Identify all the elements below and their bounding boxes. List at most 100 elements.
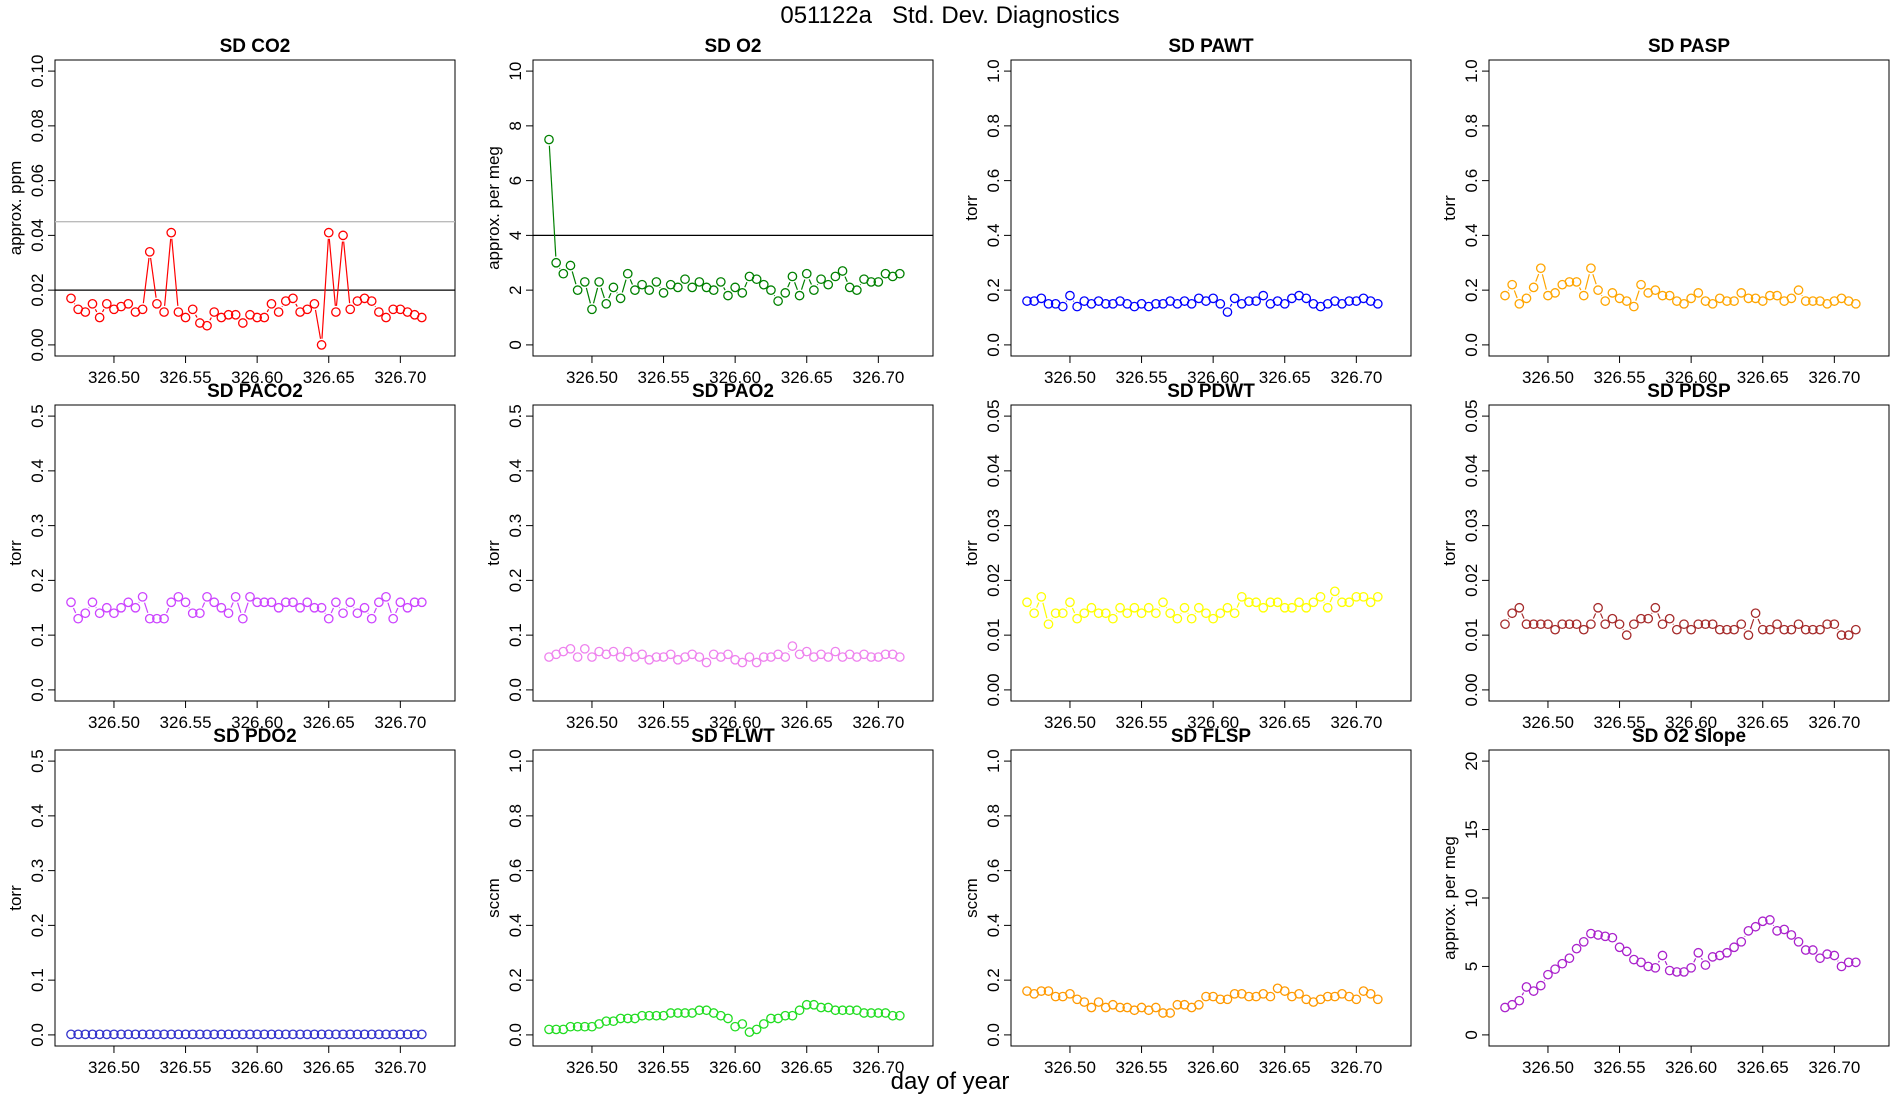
data-point xyxy=(1158,1008,1168,1018)
x-tick-label: 326.60 xyxy=(709,368,761,387)
data-point xyxy=(1122,608,1133,619)
data-point xyxy=(209,1029,220,1040)
plot-frame xyxy=(1010,59,1412,357)
data-point xyxy=(1564,953,1575,964)
data-point xyxy=(345,597,356,608)
data-point xyxy=(1722,624,1732,635)
data-point xyxy=(766,285,776,295)
data-point xyxy=(1301,602,1312,613)
series-segment xyxy=(387,602,392,614)
x-tick-label: 326.70 xyxy=(1808,713,1860,732)
data-point xyxy=(1808,296,1818,306)
y-tick-label: 0.01 xyxy=(1462,619,1481,652)
data-point xyxy=(1829,619,1840,630)
y-tick-label: 0 xyxy=(1462,1030,1481,1039)
data-point xyxy=(859,1008,869,1018)
data-point xyxy=(280,597,291,608)
data-point xyxy=(137,591,148,602)
y-tick-label: 5 xyxy=(1462,962,1481,971)
data-point xyxy=(1679,298,1689,309)
data-point xyxy=(1686,962,1696,973)
y-tick-label: 0.8 xyxy=(984,114,1003,138)
data-point xyxy=(216,602,227,613)
data-point xyxy=(1507,999,1518,1010)
x-tick-label: 326.60 xyxy=(231,1058,283,1077)
data-point xyxy=(1215,298,1226,309)
y-tick-label: 0.0 xyxy=(984,1023,1003,1047)
data-point xyxy=(288,293,298,304)
data-point xyxy=(637,1010,647,1021)
data-point xyxy=(587,652,597,662)
x-tick-label: 326.60 xyxy=(1187,1058,1239,1077)
data-point xyxy=(673,282,683,293)
x-tick-label: 326.70 xyxy=(1808,368,1860,387)
data-point xyxy=(1279,602,1290,613)
data-point xyxy=(1743,926,1754,936)
data-point xyxy=(144,246,155,257)
data-point xyxy=(1750,608,1761,619)
x-tick-label: 326.50 xyxy=(1044,368,1096,387)
data-point xyxy=(1258,290,1269,301)
x-tick-label: 326.55 xyxy=(1116,368,1168,387)
x-tick-label: 326.50 xyxy=(1044,1058,1096,1077)
data-point xyxy=(237,1029,248,1040)
y-tick-label: 2 xyxy=(506,285,525,294)
data-point xyxy=(1344,296,1355,306)
data-point xyxy=(1507,608,1518,619)
data-point xyxy=(1729,624,1739,635)
data-point xyxy=(173,1029,184,1040)
series-segment xyxy=(94,309,98,313)
data-point xyxy=(1086,602,1097,613)
series-segment xyxy=(343,241,351,304)
data-point xyxy=(166,227,177,238)
data-point xyxy=(1143,602,1154,613)
data-point xyxy=(87,298,98,309)
data-point xyxy=(323,613,334,624)
data-point xyxy=(1808,624,1818,635)
data-point xyxy=(622,646,633,657)
data-point xyxy=(773,296,783,306)
series-segment xyxy=(266,309,270,313)
series-segment xyxy=(244,602,249,614)
data-point xyxy=(1507,279,1518,290)
y-tick-label: 1.0 xyxy=(984,749,1003,773)
data-point xyxy=(1629,619,1639,630)
data-point xyxy=(701,657,712,668)
data-point xyxy=(1079,997,1090,1007)
x-tick-label: 326.55 xyxy=(160,713,212,732)
data-point xyxy=(1700,960,1711,970)
y-tick-label: 0.6 xyxy=(1462,169,1481,193)
data-point xyxy=(309,1029,320,1040)
data-point xyxy=(1643,613,1654,624)
data-point xyxy=(80,307,91,317)
x-tick-label: 326.70 xyxy=(374,1058,426,1077)
data-point xyxy=(1521,293,1532,304)
data-point xyxy=(1322,991,1333,1002)
data-point xyxy=(758,1019,769,1029)
series-segment xyxy=(1236,602,1240,608)
series-segment xyxy=(1584,274,1590,290)
series-segment xyxy=(321,238,329,339)
series-segment xyxy=(1592,273,1597,285)
data-point xyxy=(130,1029,141,1040)
data-point xyxy=(1158,597,1168,608)
y-tick-label: 0.5 xyxy=(28,749,47,773)
data-point xyxy=(1193,999,1204,1010)
data-point xyxy=(252,1029,262,1040)
data-point xyxy=(101,298,112,309)
data-point xyxy=(866,652,877,662)
y-tick-label: 0.0 xyxy=(984,333,1003,357)
series-segment xyxy=(1036,602,1040,608)
series-segment xyxy=(142,257,150,304)
data-point xyxy=(894,268,905,279)
data-point xyxy=(1136,608,1147,619)
data-point xyxy=(880,649,891,660)
data-point xyxy=(1528,986,1539,996)
series-segment xyxy=(787,281,791,288)
data-point xyxy=(1586,928,1596,939)
data-point xyxy=(366,296,377,306)
x-tick-label: 326.55 xyxy=(1594,713,1646,732)
data-point xyxy=(359,602,370,613)
data-point xyxy=(1229,293,1240,304)
y-tick-label: 0.04 xyxy=(984,454,1003,487)
